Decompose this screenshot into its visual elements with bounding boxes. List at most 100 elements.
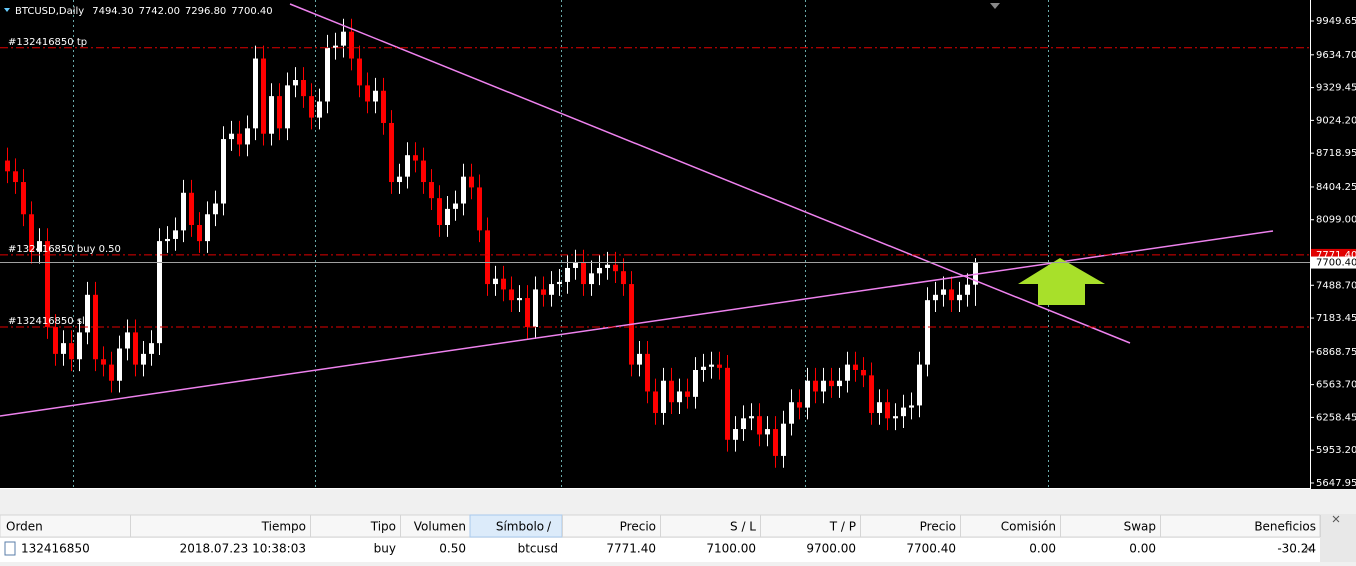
scrollbar[interactable] [1320,514,1356,562]
candle-body [381,90,386,123]
cell: -30.24 [1277,542,1316,556]
close-button[interactable] [1332,515,1340,523]
candle-body [173,230,178,239]
candle-body [765,429,770,435]
candle-body [69,343,74,360]
order-icon [4,541,16,556]
candle-body [541,289,546,295]
cell: 7771.40 [606,542,656,556]
candle-body [917,364,922,406]
y-tick-label: 5953.20 [1316,445,1356,456]
column-header: Volumen [414,520,466,534]
candle-body [781,423,786,456]
candle-body [213,203,218,215]
candle-body [861,369,866,376]
candle-body [469,176,474,188]
y-tick-label: 6563.70 [1316,380,1356,391]
candle-body [877,402,882,413]
candle-body [285,85,290,129]
candle-body [413,155,418,161]
column-header: Precio [620,520,656,534]
y-tick-label: 6868.75 [1316,347,1356,358]
candle-body [349,31,354,59]
candle-body [101,359,106,365]
candle-body [165,238,170,242]
candle-body [645,353,650,392]
candle-body [597,267,602,274]
y-tick-label: 8099.00 [1316,215,1356,226]
column-header: Símbolo [496,520,544,534]
candle-body [933,294,938,301]
candle-body [205,214,210,242]
panel-top [0,489,1356,514]
candle-body [869,375,874,413]
candle-body [845,364,850,381]
candle-body [829,380,834,387]
candle-body [5,160,10,172]
candle-body [661,380,666,413]
order-level-label: #132416850 sl [8,316,85,327]
trend-line [289,3,1131,344]
cell: 0.00 [1029,542,1056,556]
candle-body [893,416,898,419]
header-toggle[interactable] [4,8,10,12]
candle-body [805,380,810,408]
candle-body [949,289,954,301]
candle-body [549,284,554,295]
candle-body [293,80,298,86]
candle-body [925,300,930,365]
candle-body [653,391,658,413]
candle-body [309,96,314,118]
candles [5,18,978,468]
candle-body [333,45,338,48]
candle-body [197,225,202,242]
column-header: S / L [730,520,756,534]
candle-body [613,264,618,272]
candle-body [605,264,610,268]
candle-body [365,85,370,102]
candle-body [117,348,122,381]
candle-body [357,58,362,86]
candle-body [517,298,522,301]
candle-body [373,90,378,102]
candle-body [941,289,946,295]
last-price-label: 7700.40 [1316,258,1356,269]
trade-table: Orden Tiempo Tipo Volumen Símbolo Precio S / L… [0,489,1356,562]
low: 7296.80 [185,6,226,17]
order-level-label: #132416850 tp [8,37,87,48]
close-order[interactable] [1304,545,1312,553]
candle-body [885,402,890,419]
candle-body [701,366,706,370]
candle-body [181,192,186,231]
candle-body [725,367,730,440]
y-tick-label: 8718.95 [1316,148,1356,159]
candle-body [493,278,498,285]
cell: buy [374,542,396,556]
chart-background [0,0,1356,489]
y-tick-label: 6258.45 [1316,412,1356,423]
cell: 7700.40 [906,542,956,556]
column-header: Beneficios [1254,520,1316,534]
candle-body [733,429,738,440]
candle-body [533,289,538,328]
candle-body [581,262,586,285]
column-header: Swap [1124,520,1156,534]
table-row [0,538,1320,562]
candle-body [45,241,50,328]
candle-body [477,187,482,231]
y-tick-label: 9949.65 [1316,16,1356,27]
candle-body [525,298,530,328]
candle-body [77,332,82,360]
candle-body [229,133,234,140]
candle-body [429,182,434,199]
candle-body [461,176,466,204]
candle-body [669,380,674,403]
candle-body [509,289,514,301]
cell: 2018.07.23 10:38:03 [180,542,306,556]
candle-body [501,278,506,290]
candle-body [61,343,66,354]
candle-body [837,380,842,387]
candle-body [789,402,794,424]
candle-body [485,230,490,285]
